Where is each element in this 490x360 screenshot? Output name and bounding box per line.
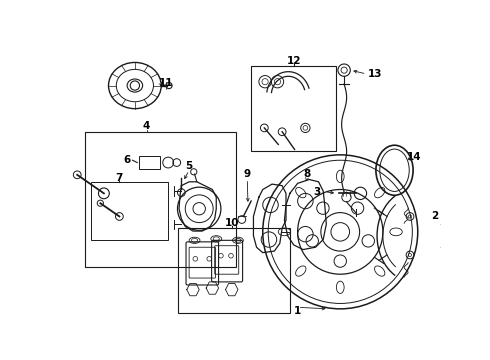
Text: 7: 7 [116,173,123,183]
Bar [84,132,236,266]
Text: 13: 13 [368,69,382,79]
Text: 3: 3 [314,187,320,197]
Text: 12: 12 [287,56,301,66]
Bar [177,228,290,313]
Bar [139,156,160,169]
Bar [251,66,336,151]
Text: 9: 9 [244,169,251,179]
Text: 2: 2 [431,211,439,221]
Text: 1: 1 [294,306,301,316]
Text: 8: 8 [303,169,311,179]
Text: 5: 5 [186,161,193,171]
Text: 4: 4 [143,121,150,131]
Text: 6: 6 [123,155,131,165]
Bar [91,182,168,239]
Text: 14: 14 [407,152,421,162]
Text: 11: 11 [159,78,173,88]
Text: 10: 10 [224,219,239,228]
